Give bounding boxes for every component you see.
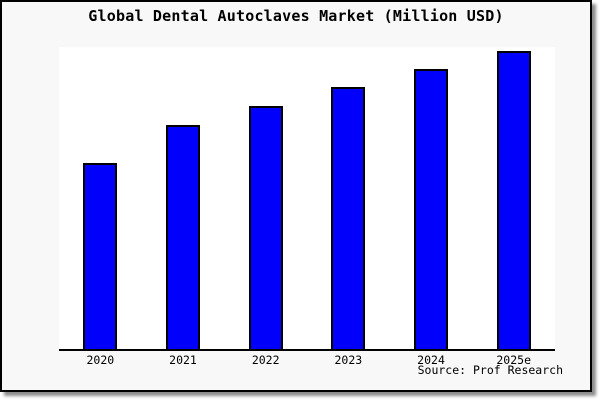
bar-slot-2020 [59,47,142,351]
x-tick-label-2024: 2024 [417,353,445,367]
x-tick-label-2020: 2020 [86,353,115,367]
x-axis-line [59,349,555,351]
bar-2022 [248,106,283,351]
bar-2020 [83,162,118,351]
bar-2024 [414,69,449,351]
bar-slot-2021 [142,47,225,351]
chart-frame: Global Dental Autoclaves Market (Million… [0,0,592,392]
x-tick-label-2022: 2022 [251,353,280,367]
plot-area [59,47,555,351]
bar-slot-2023 [307,47,390,351]
bars-container [59,47,555,351]
x-axis-labels: 2020 2021 2022 2023 2024 2025e [59,353,555,367]
bar-2023 [331,87,366,351]
x-tick-label-2021: 2021 [169,353,197,367]
bar-2025e [496,51,531,351]
bar-slot-2024 [390,47,473,351]
chart-title: Global Dental Autoclaves Market (Million… [88,7,504,25]
source-caption: Source: Prof Research [417,363,563,377]
bar-slot-2025e [472,47,555,351]
x-tick-label-2025e: 2025e [496,353,531,367]
x-tick-label-2023: 2023 [334,353,363,367]
bar-slot-2022 [224,47,307,351]
bar-2021 [166,125,200,351]
